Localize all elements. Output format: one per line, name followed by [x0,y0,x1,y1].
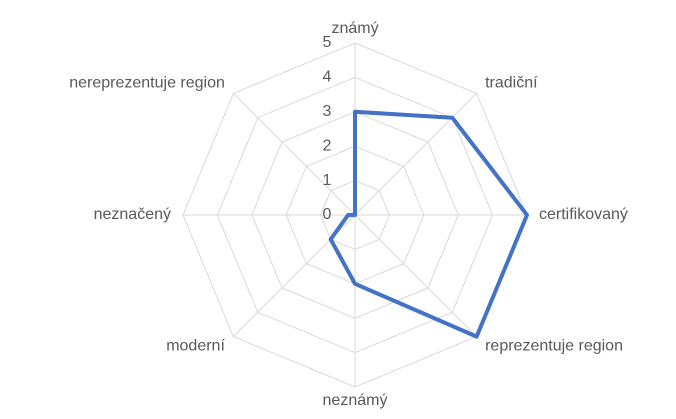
r-tick-label: 4 [323,69,332,86]
r-tick-label: 1 [323,172,332,189]
series-line [328,109,529,339]
category-label: neznačený [94,206,171,223]
category-label: neznámý [323,392,388,409]
grid-ring [320,180,390,250]
category-label: známý [331,20,378,37]
category-label: certifikovaný [539,206,628,223]
spoke [354,214,477,337]
category-label: tradiční [485,75,538,92]
r-tick-label: 5 [323,34,332,51]
grid-ring [216,76,494,354]
category-label: nereprezentuje region [69,75,225,92]
r-tick-label: 0 [323,206,332,223]
spoke [354,93,477,216]
r-tick-label: 2 [323,137,332,154]
category-label: moderní [166,338,225,355]
grid-ring [251,111,459,319]
category-label: reprezentuje region [485,338,623,355]
grid-ring [182,42,528,388]
r-tick-label: 3 [323,103,332,120]
spoke [233,93,356,216]
